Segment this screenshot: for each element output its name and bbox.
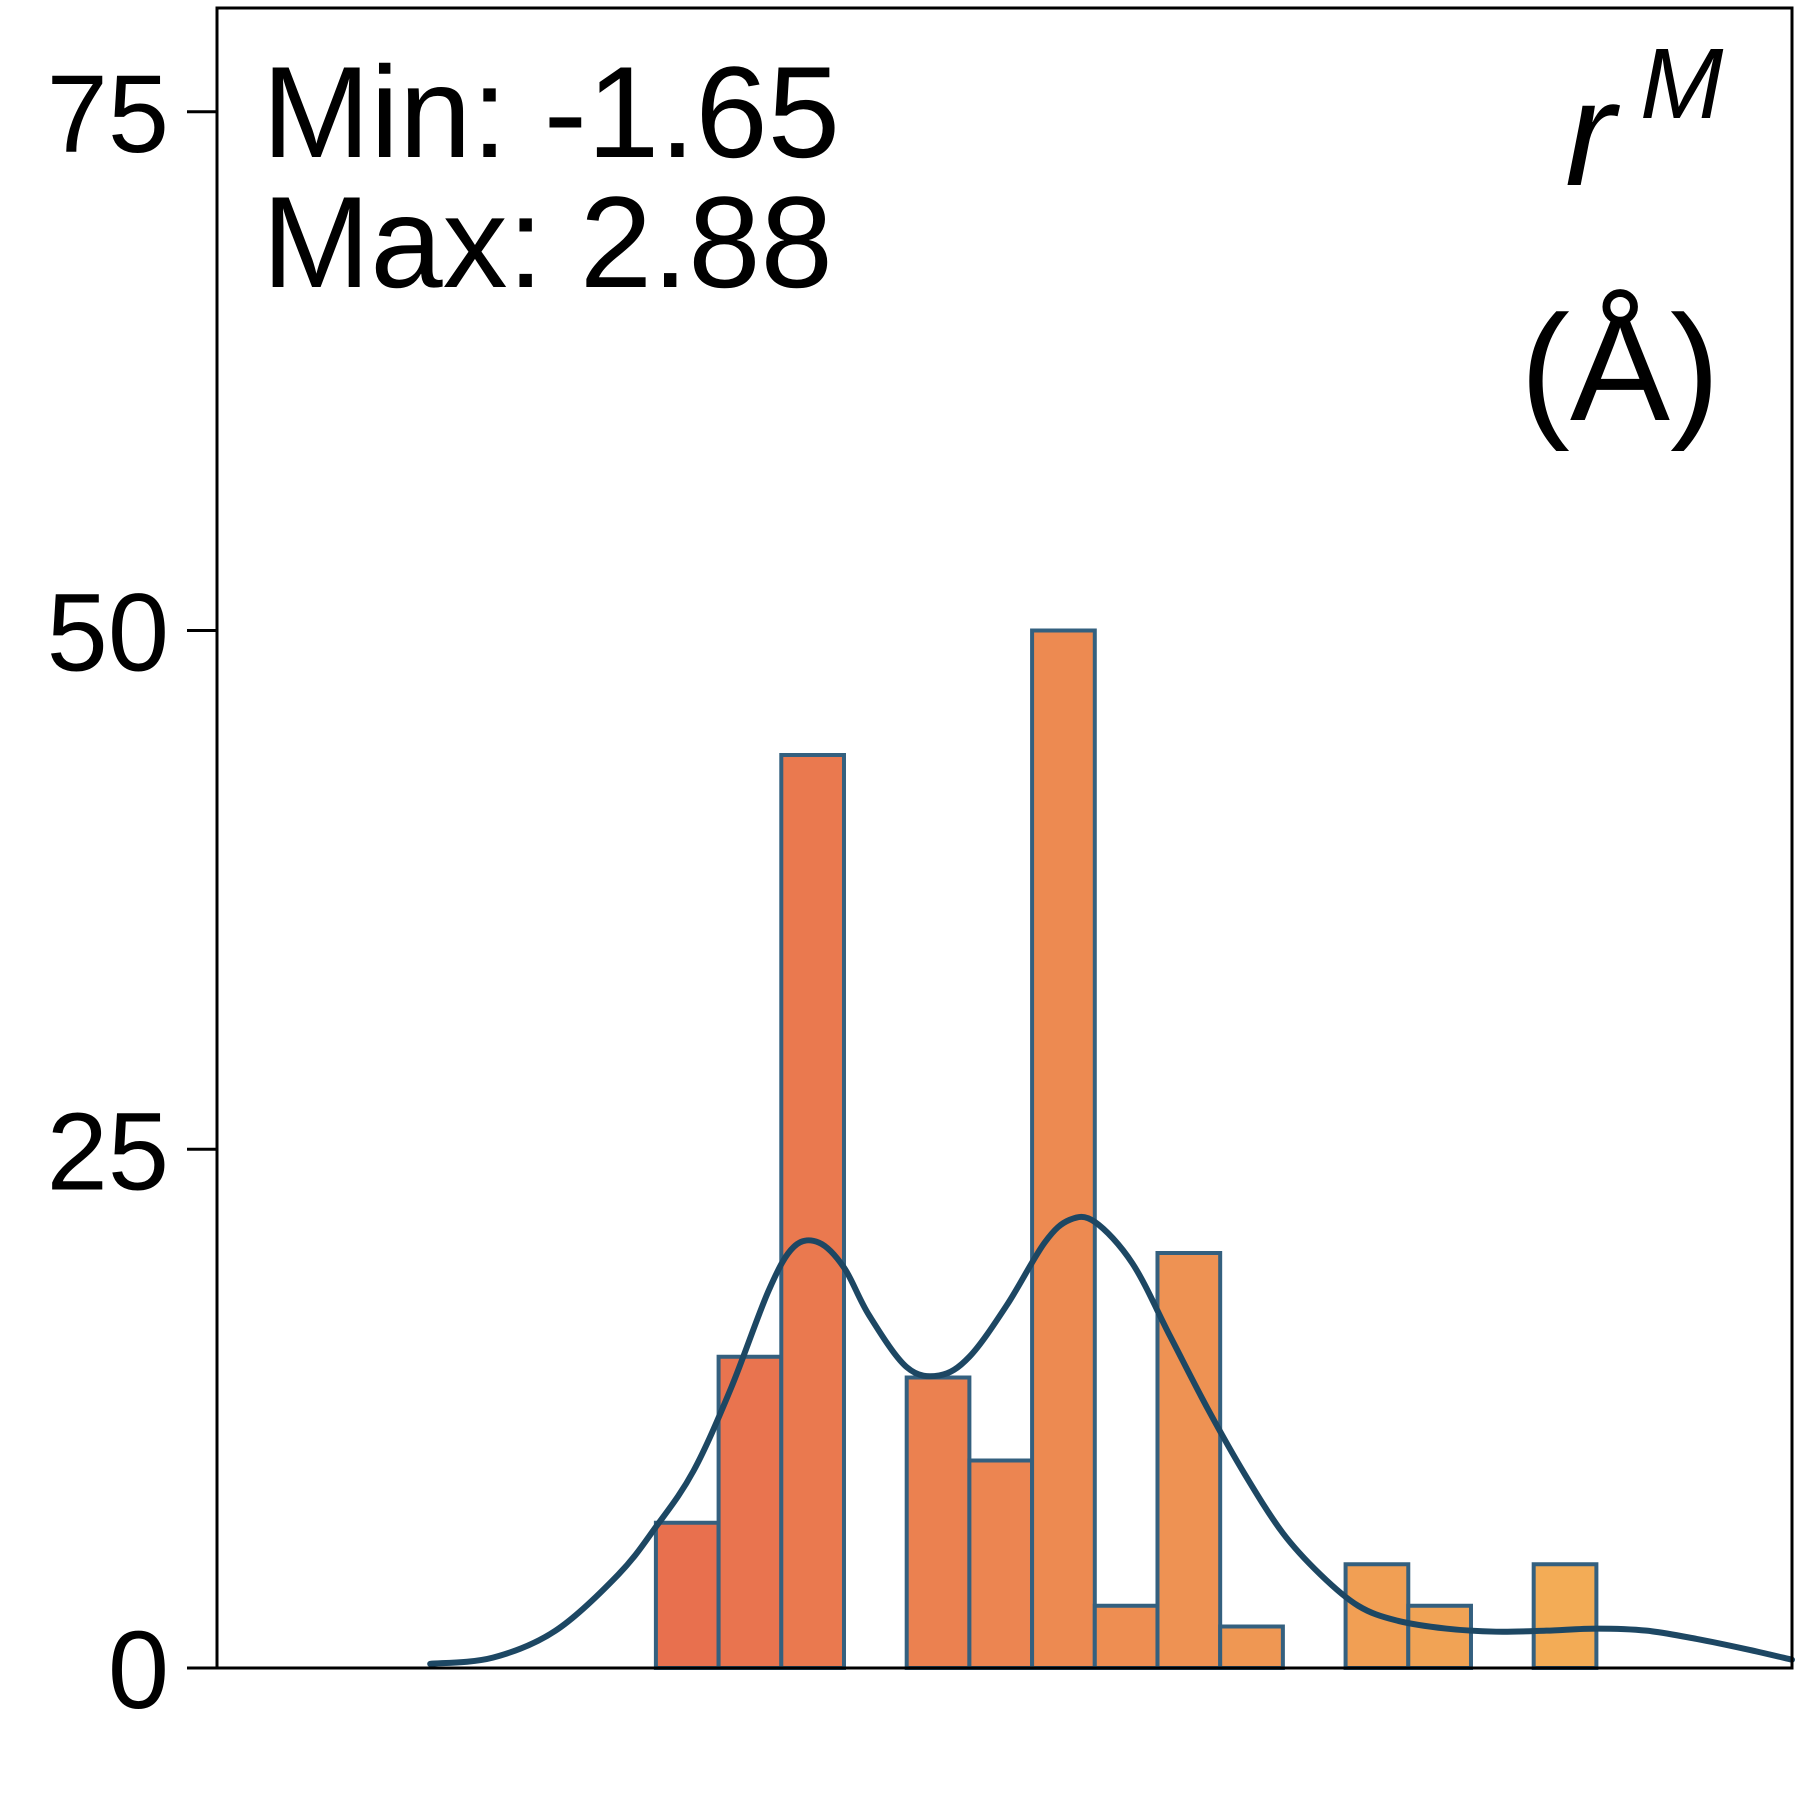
variable-superscript: M: [1640, 28, 1724, 140]
histogram-bar: [779, 753, 846, 1670]
histogram-bar: [1531, 1562, 1599, 1670]
axes: [215, 6, 1794, 1670]
y-tick-label: 50: [47, 572, 169, 695]
y-tick-label: 75: [47, 53, 169, 176]
y-tick-label: 25: [47, 1090, 169, 1213]
min-label: Min: -1.65: [262, 39, 840, 185]
histogram-bar: [904, 1375, 972, 1670]
histogram-bar: [716, 1354, 784, 1670]
histogram-bars: [653, 628, 1599, 1670]
histogram-bar: [653, 1520, 721, 1670]
unit-label: (Å): [1520, 284, 1720, 452]
histogram-bar: [1092, 1603, 1160, 1670]
kde-curve: [427, 1213, 1795, 1667]
max-label: Max: 2.88: [262, 169, 833, 315]
y-axis-ticks: 0 25 50 75: [47, 53, 217, 1732]
variable-symbol: r: [1565, 49, 1620, 217]
histogram-bar: [1406, 1603, 1473, 1670]
histogram-bar: [1030, 628, 1097, 1670]
histogram-bar: [1155, 1251, 1223, 1670]
plot-frame: [215, 6, 1794, 1670]
histogram-bar: [967, 1458, 1035, 1670]
histogram-bar: [1218, 1624, 1285, 1670]
y-tick-label: 0: [108, 1609, 169, 1732]
